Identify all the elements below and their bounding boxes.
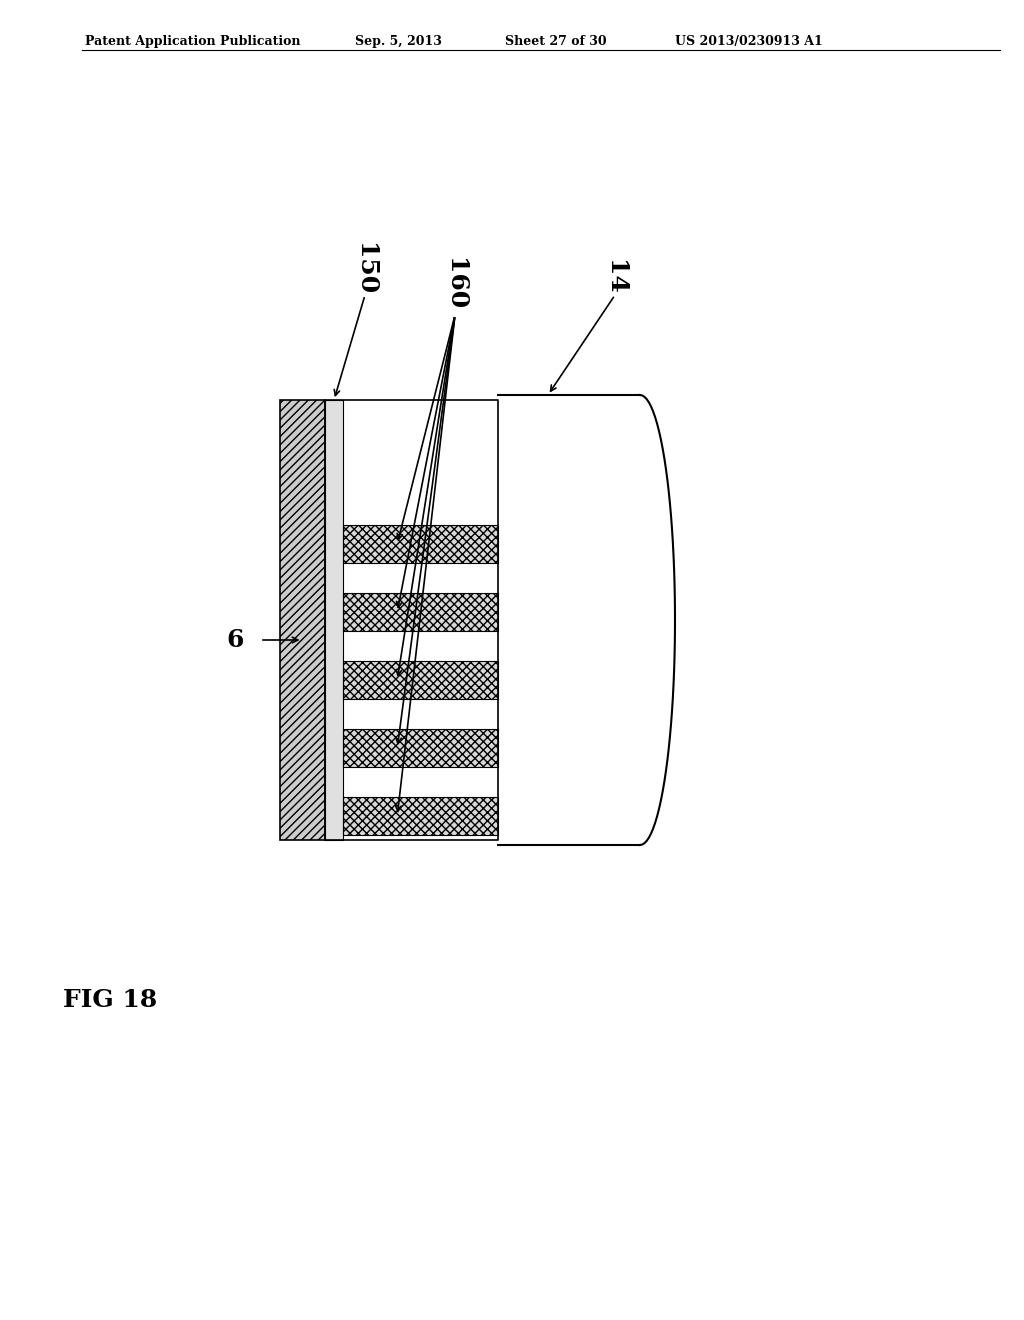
Bar <box>343 593 498 631</box>
Text: Sheet 27 of 30: Sheet 27 of 30 <box>505 36 606 48</box>
Text: 150: 150 <box>353 243 377 294</box>
Bar <box>325 400 343 840</box>
Text: Sep. 5, 2013: Sep. 5, 2013 <box>355 36 442 48</box>
Bar <box>343 661 498 700</box>
Bar <box>280 400 325 840</box>
Bar <box>343 729 498 767</box>
Text: 160: 160 <box>443 257 467 310</box>
Text: US 2013/0230913 A1: US 2013/0230913 A1 <box>675 36 822 48</box>
Text: FIG 18: FIG 18 <box>62 987 157 1012</box>
Text: 14: 14 <box>603 260 627 294</box>
Bar <box>343 797 498 836</box>
Bar <box>343 525 498 564</box>
Text: Patent Application Publication: Patent Application Publication <box>85 36 300 48</box>
Text: 6: 6 <box>226 628 244 652</box>
